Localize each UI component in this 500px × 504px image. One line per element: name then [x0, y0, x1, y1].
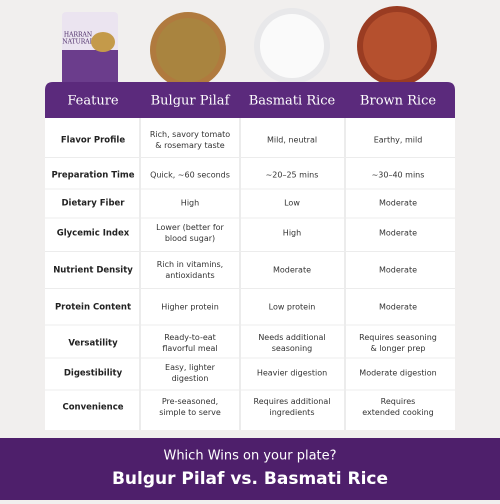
cell-text: Rich in vitamins, [157, 260, 223, 269]
feature-label: Glycemic Index [57, 229, 130, 239]
feature-label: Dietary Fiber [62, 199, 126, 209]
cell-text: Moderate [379, 229, 417, 238]
column-header: Basmati Rice [249, 94, 336, 109]
bowl-bulgur-food [156, 18, 220, 82]
cell-text: Quick, ~60 seconds [150, 171, 230, 180]
bag-image [91, 32, 115, 52]
cell-text: antioxidants [165, 271, 214, 280]
cell-text: ~30–40 mins [372, 171, 425, 180]
footer-question: Which Wins on your plate? [163, 449, 336, 464]
cell-text: ingredients [269, 408, 314, 417]
cell-text: & longer prep [371, 344, 426, 353]
cell-text: ~20–25 mins [266, 171, 319, 180]
feature-label: Convenience [62, 403, 123, 413]
table: Feature Bulgur Pilaf Basmati Rice Brown Ric… [45, 94, 455, 417]
bag-brand: NATURAL [62, 39, 93, 46]
feature-label: Digestibility [64, 369, 123, 379]
bowl-brown-food [363, 12, 431, 80]
cell-text: digestion [172, 374, 209, 383]
table-body [45, 118, 455, 430]
cell-text: Moderate digestion [359, 369, 436, 378]
feature-label: Flavor Profile [61, 136, 125, 146]
table-header [45, 82, 455, 118]
feature-label: Preparation Time [51, 171, 134, 181]
cell-text: & rosemary taste [155, 141, 224, 150]
cell-text: Heavier digestion [257, 369, 327, 378]
feature-label: Protein Content [55, 303, 131, 313]
cell-text: Requires seasoning [359, 333, 437, 342]
footer [0, 438, 500, 500]
cell-text: Low [284, 199, 300, 208]
footer-headline: Bulgur Pilaf vs. Basmati Rice [112, 469, 388, 489]
bag-band [62, 50, 118, 84]
column-header: Brown Rice [360, 94, 436, 109]
cell-text: Low protein [269, 303, 316, 312]
cell-text: simple to serve [159, 408, 221, 417]
cell-text: Moderate [379, 266, 417, 275]
cell-text: Requires additional [254, 397, 331, 406]
cell-text: Moderate [379, 303, 417, 312]
cell-text: Mild, neutral [267, 136, 317, 145]
cell-text: Lower (better for [156, 223, 224, 232]
cell-text: Pre-seasoned, [162, 397, 218, 406]
cell-text: High [181, 199, 199, 208]
column-header: Bulgur Pilaf [151, 94, 231, 109]
bowl-basmati-food [260, 14, 324, 78]
cell-text: High [283, 229, 301, 238]
cell-text: Ready-to-eat [164, 333, 216, 342]
feature-label: Nutrient Density [53, 266, 133, 276]
column-header: Feature [67, 94, 119, 109]
cell-text: Easy, lighter [165, 363, 216, 372]
cell-text: Moderate [379, 199, 417, 208]
cell-text: extended cooking [362, 408, 433, 417]
cell-text: Moderate [273, 266, 311, 275]
cell-text: Higher protein [161, 303, 219, 312]
cell-text: Requires [381, 397, 416, 406]
feature-label: Versatility [68, 339, 118, 349]
cell-text: flavorful meal [162, 344, 217, 353]
cell-text: blood sugar) [165, 234, 215, 243]
cell-text: Needs additional [258, 333, 325, 342]
cell-text: seasoning [272, 344, 313, 353]
cell-text: Earthy, mild [374, 136, 423, 145]
bag-brand: HARRAN [64, 32, 92, 39]
cell-text: Rich, savory tomato [150, 130, 230, 139]
